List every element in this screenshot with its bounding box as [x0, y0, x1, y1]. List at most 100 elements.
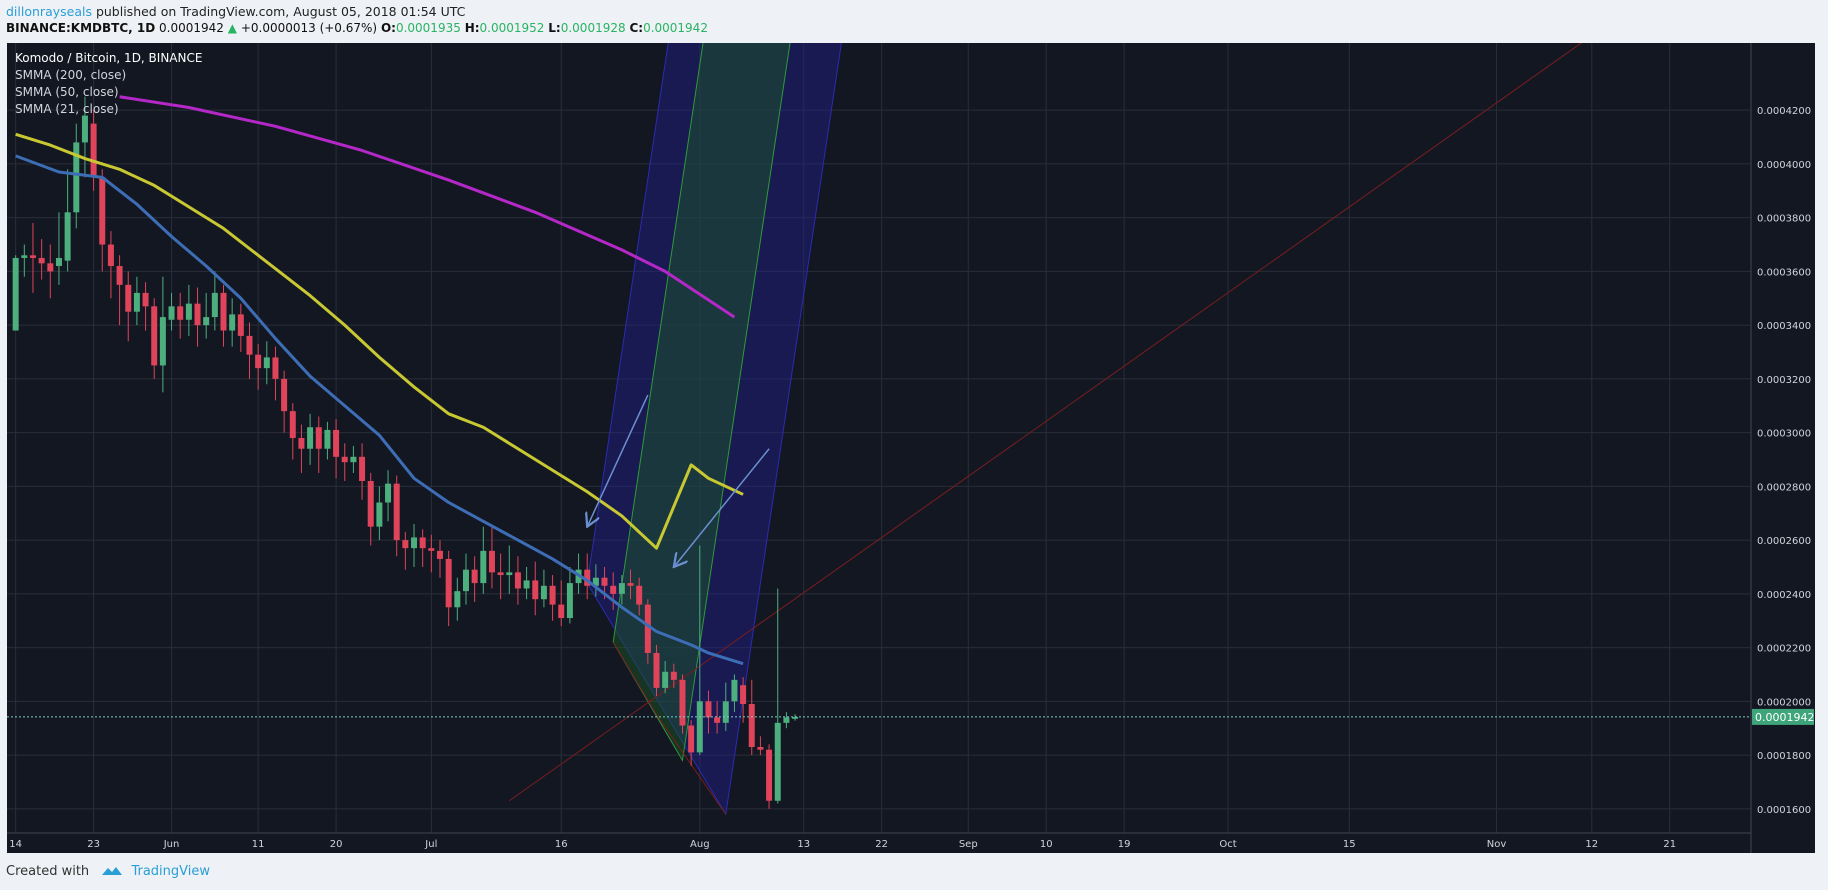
candle-up: [64, 212, 71, 261]
candle-down: [584, 569, 591, 586]
candle-down: [644, 604, 651, 653]
author-link[interactable]: dillonrayseals: [6, 4, 92, 19]
candle-up: [211, 292, 218, 318]
legend-smma-50[interactable]: SMMA (50, close): [15, 85, 119, 99]
x-tick-label: Oct: [1219, 839, 1236, 850]
y-tick-label: 0.0001800: [1757, 751, 1811, 762]
candle-down: [653, 652, 660, 688]
candle-up: [462, 569, 469, 592]
candle-down: [359, 456, 366, 481]
candle-up: [55, 257, 62, 267]
candle-down: [428, 548, 435, 551]
legend-smma-200[interactable]: SMMA (200, close): [15, 68, 126, 82]
candle-down: [99, 177, 106, 245]
x-tick-label: 21: [1663, 839, 1676, 850]
y-tick-label: 0.0001600: [1757, 805, 1811, 816]
y-tick-label: 0.0004000: [1757, 160, 1811, 171]
legend-smma-21[interactable]: SMMA (21, close): [15, 102, 119, 116]
x-tick-label: 12: [1585, 839, 1598, 850]
candle-down: [740, 685, 747, 705]
candle-down: [151, 306, 158, 366]
x-tick-label: 23: [87, 839, 100, 850]
publisher-line: dillonrayseals published on TradingView.…: [6, 4, 465, 19]
smma-50-line: [15, 132, 744, 550]
x-tick-label: Nov: [1487, 839, 1507, 850]
candle-down: [38, 257, 45, 264]
candle-down: [107, 244, 114, 267]
candle-down: [272, 357, 279, 379]
candle-down: [714, 717, 721, 723]
price-chart[interactable]: 0.0001600 0.0001800 0.0002000 0.0002200 0.00…: [7, 43, 1815, 853]
drawn-arrows[interactable]: [587, 394, 770, 567]
candle-down: [636, 585, 643, 605]
candle-up: [566, 583, 573, 619]
y-tick-label: 0.0003200: [1757, 375, 1811, 386]
y-tick-label: 0.0004200: [1757, 106, 1811, 117]
candle-up: [592, 577, 599, 586]
candle-down: [488, 550, 495, 573]
candle-down: [29, 255, 36, 258]
candle-down: [116, 266, 123, 285]
close-value: 0.0001942: [643, 21, 708, 35]
y-tick-label: 0.0002600: [1757, 536, 1811, 547]
candle-up: [774, 722, 781, 801]
pitchfork-channel[interactable]: [508, 43, 1765, 816]
candle-up: [307, 427, 314, 449]
price-axis[interactable]: 0.0001600 0.0001800 0.0002000 0.0002200 0.00…: [1750, 43, 1811, 853]
candle-down: [705, 701, 712, 718]
candlestick-series: [12, 96, 799, 809]
candle-down: [255, 354, 262, 369]
pitchfork-handle[interactable]: [612, 641, 727, 815]
candle-up: [385, 483, 392, 503]
close-label: C:: [629, 21, 644, 35]
y-tick-label: 0.0002200: [1757, 644, 1811, 655]
legend: Komodo / Bitcoin, 1D, BINANCE SMMA (200,…: [15, 51, 202, 116]
candle-up: [506, 572, 513, 576]
candle-up: [376, 502, 383, 527]
median-line[interactable]: [508, 43, 1661, 802]
candle-down: [220, 292, 227, 331]
inner-channel[interactable]: [612, 43, 1721, 762]
candle-down: [748, 704, 755, 748]
last-price-badge-text: 0.0001942: [1755, 711, 1815, 724]
tradingview-logo-icon: [102, 867, 123, 875]
candle-down: [333, 429, 340, 457]
x-tick-label: 15: [1343, 839, 1356, 850]
candle-down: [601, 577, 608, 586]
chart-area[interactable]: 0.0001600 0.0001800 0.0002000 0.0002200 0.00…: [7, 43, 1815, 853]
x-tick-label: 22: [875, 839, 888, 850]
candle-down: [532, 580, 539, 600]
candle-down: [90, 123, 97, 178]
x-tick-label: 11: [252, 839, 265, 850]
arrow-upper[interactable]: [587, 394, 649, 527]
candle-down: [298, 438, 305, 449]
y-tick-label: 0.0002000: [1757, 697, 1811, 708]
candle-down: [757, 747, 764, 750]
tradingview-link[interactable]: TradingView: [131, 864, 210, 879]
candle-up: [203, 317, 210, 326]
candle-down: [341, 456, 348, 463]
candle-down: [445, 558, 452, 608]
x-tick-label: Jun: [163, 839, 180, 850]
candle-down: [688, 725, 695, 753]
x-tick-label: 14: [9, 839, 22, 850]
created-with-text: Created with: [6, 864, 90, 879]
y-tick-label: 0.0002800: [1757, 482, 1811, 493]
candle-up: [81, 115, 88, 143]
time-axis[interactable]: 14 23 Jun 11 20 Jul 16 Aug 13 22 Sep 10 19 Oct 15 Nov 12…: [7, 832, 1751, 850]
candle-down: [514, 572, 521, 589]
candle-up: [523, 580, 530, 589]
candle-down: [367, 480, 374, 527]
candle-down: [125, 284, 132, 312]
arrow-lower[interactable]: [674, 448, 770, 567]
candle-down: [315, 427, 322, 449]
candle-down: [393, 483, 400, 541]
x-tick-label: 20: [330, 839, 343, 850]
candle-down: [237, 314, 244, 336]
candle-down: [289, 411, 296, 438]
candle-down: [402, 540, 409, 549]
candle-up: [73, 142, 80, 213]
x-tick-label: 19: [1118, 839, 1131, 850]
last-price-badge: 0.0001942: [1752, 708, 1815, 725]
candle-up: [12, 257, 19, 331]
